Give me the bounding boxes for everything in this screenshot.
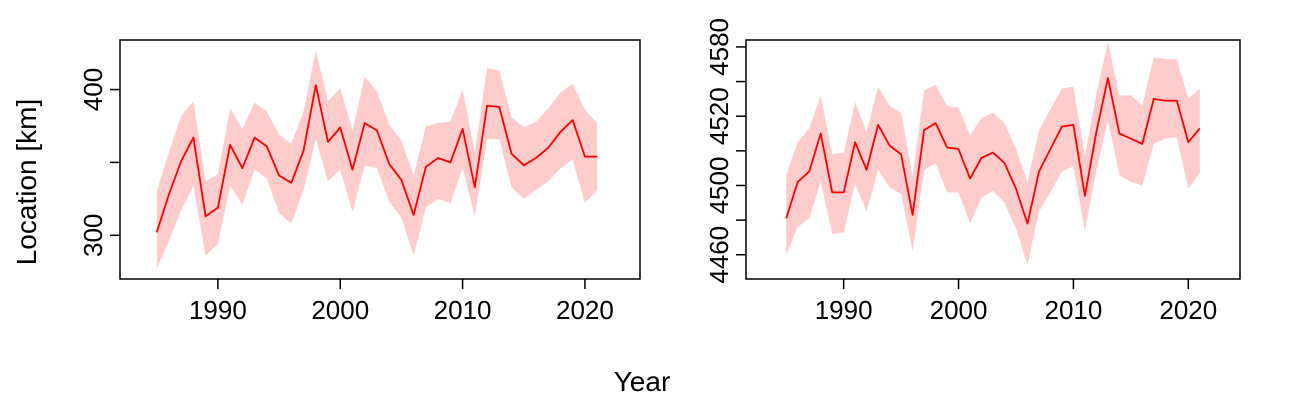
x-tick-label: 2020 (556, 295, 614, 325)
x-tick-label: 1990 (189, 295, 247, 325)
left-panel: 1990 2000 2010 2020 300 400 (78, 39, 641, 325)
y-tick-label: 300 (78, 214, 108, 257)
y-tick-label: 400 (78, 68, 108, 111)
plot-frame (119, 39, 641, 280)
x-tick-label: 2020 (1159, 295, 1217, 325)
y-axis-title: Location [km] (11, 99, 42, 266)
y-tick-label: 4460 (704, 226, 734, 284)
x-tick-label: 2000 (930, 295, 988, 325)
x-tick-label: 1990 (815, 295, 873, 325)
right-panel: 1990 2000 2010 2020 4460 4500 4520 4580 (704, 18, 1241, 325)
y-tick-label: 4500 (704, 157, 734, 215)
x-tick-label: 2010 (1044, 295, 1102, 325)
series-line (785, 77, 1201, 225)
y-tick-label: 4580 (704, 18, 734, 76)
x-tick-label: 2010 (434, 295, 492, 325)
series-line (155, 84, 598, 233)
plot-frame (745, 39, 1241, 280)
confidence-band (156, 50, 598, 269)
x-tick-label: 2000 (311, 295, 369, 325)
x-axis-title: Year (614, 366, 671, 397)
y-tick-label: 4520 (704, 87, 734, 145)
